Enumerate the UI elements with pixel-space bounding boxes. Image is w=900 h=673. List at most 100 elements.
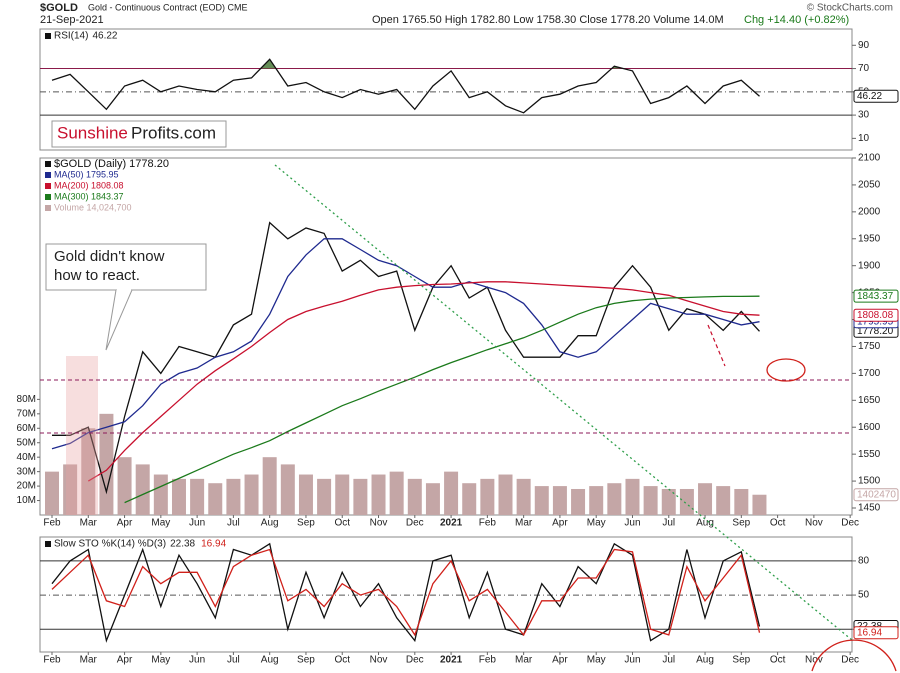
y-tick-label: 1500 <box>858 476 881 487</box>
quote: Open 1765.50 High 1782.80 Low 1758.30 Cl… <box>372 14 724 26</box>
volume-bar <box>335 474 350 515</box>
y-tick-label: 50 <box>858 590 870 601</box>
x-tick-label: Apr <box>117 518 133 529</box>
y2-tick-label: 10M <box>17 495 36 506</box>
x-tick-label: Jul <box>227 655 240 666</box>
x-tick-label: May <box>587 655 606 666</box>
last-value-box <box>853 289 899 303</box>
logo-box <box>51 120 227 148</box>
x-tick-label: Aug <box>696 655 714 666</box>
panel-title: Slow STO %K(14) %D(3) <box>54 539 166 550</box>
series-line <box>52 221 760 495</box>
y-tick-label: 1900 <box>858 260 881 271</box>
y2-tick-label: 50M <box>17 437 36 448</box>
y2-tick-label: 80M <box>17 394 36 405</box>
y-tick-label: 1550 <box>858 449 881 460</box>
last-value-label: 1843.37 <box>857 291 894 302</box>
y-tick-label: 70 <box>858 63 870 74</box>
x-tick-label: Aug <box>261 655 279 666</box>
legend-entry: MA(200) 1808.08 <box>54 180 124 190</box>
volume-bar <box>135 464 150 515</box>
x-tick-label: Feb <box>479 518 497 529</box>
volume-bar <box>462 483 477 515</box>
symbol-name: Gold - Continuous Contract (EOD) CME <box>88 2 248 12</box>
y-tick-label: 2100 <box>858 153 881 164</box>
volume-bar <box>153 474 168 515</box>
x-tick-label: Dec <box>406 518 424 529</box>
x-tick-label: Jul <box>662 655 675 666</box>
callout-text: how to react. <box>54 267 140 284</box>
x-tick-label: Jul <box>227 518 240 529</box>
y-tick-label: 90 <box>858 40 870 51</box>
legend-entry: MA(50) 1795.95 <box>54 169 119 179</box>
volume-bar <box>752 494 767 515</box>
volume-bar <box>371 474 386 515</box>
last-value-box <box>853 89 899 103</box>
y2-tick-label: 60M <box>17 423 36 434</box>
x-tick-label: Mar <box>515 518 533 529</box>
series-line <box>51 238 760 450</box>
x-tick-label: Dec <box>841 655 859 666</box>
last-value-label: 1778.20 <box>857 326 894 337</box>
series-line <box>87 281 760 482</box>
y2-tick-label: 20M <box>17 481 36 492</box>
volume-bar <box>498 474 513 515</box>
volume-bar <box>661 488 676 515</box>
x-tick-label: Apr <box>117 655 133 666</box>
last-value-label: 1795.95 <box>857 316 894 327</box>
volume-bar <box>99 413 114 515</box>
logo-text: Profits.com <box>131 123 216 142</box>
title-value: 22.38 <box>170 539 195 550</box>
volume-bar <box>734 488 749 515</box>
volume-bar <box>317 478 332 515</box>
last-value-label: 1808.08 <box>857 310 894 321</box>
x-tick-label: May <box>151 655 170 666</box>
series-line <box>51 548 761 637</box>
legend-entry: Volume 14,024,700 <box>54 202 132 212</box>
volume-bar <box>190 478 205 515</box>
x-tick-label: Oct <box>334 655 350 666</box>
x-tick-label: Feb <box>43 655 61 666</box>
volume-bar <box>679 488 694 515</box>
x-tick-label: Oct <box>334 518 350 529</box>
y-tick-label: 80 <box>858 556 870 567</box>
volume-bar <box>625 478 640 515</box>
legend-marker <box>45 172 51 178</box>
title-marker <box>45 541 51 547</box>
x-tick-label: Feb <box>479 655 497 666</box>
x-tick-label: Apr <box>552 655 568 666</box>
volume-bar <box>226 478 241 515</box>
volume-bar <box>117 457 132 515</box>
x-tick-label: Nov <box>805 655 823 666</box>
panel-frame <box>39 28 853 151</box>
volume-bar <box>262 457 277 515</box>
x-tick-label: Nov <box>370 655 388 666</box>
last-value-box <box>853 308 899 322</box>
panel-frame <box>39 536 853 653</box>
legend-marker <box>45 183 51 189</box>
x-tick-label: Jun <box>624 655 640 666</box>
x-tick-label: Dec <box>841 518 859 529</box>
last-value-label: 46.22 <box>857 91 882 102</box>
volume-bar <box>280 464 295 515</box>
x-tick-label: Nov <box>805 518 823 529</box>
y-tick-label: 10 <box>858 133 870 144</box>
x-tick-label: Sep <box>297 655 315 666</box>
volume-bar <box>534 486 549 515</box>
y2-tick-label: 30M <box>17 466 36 477</box>
callout-text: Gold didn't know <box>54 248 165 265</box>
volume-bar <box>589 486 604 515</box>
x-tick-label: Sep <box>732 655 750 666</box>
legend-entry: $GOLD (Daily) 1778.20 <box>54 158 169 170</box>
x-tick-label: Oct <box>770 518 786 529</box>
change: Chg +14.40 (+0.82%) <box>744 14 849 26</box>
target-circle <box>811 639 897 672</box>
y-tick-label: 1600 <box>858 422 881 433</box>
y-tick-label: 1650 <box>858 395 881 406</box>
last-value-box <box>853 488 899 502</box>
x-tick-label: Apr <box>552 518 568 529</box>
volume-bar <box>171 478 186 515</box>
x-tick-label: Mar <box>80 655 98 666</box>
volume-bar <box>607 483 622 515</box>
last-value-box <box>853 626 899 640</box>
